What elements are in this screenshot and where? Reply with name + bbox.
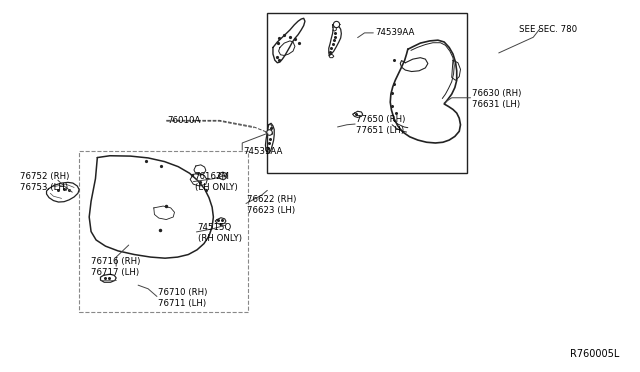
Text: 76630 (RH)
76631 (LH): 76630 (RH) 76631 (LH) <box>472 89 521 109</box>
Text: 76752 (RH)
76753 (LH): 76752 (RH) 76753 (LH) <box>20 171 70 192</box>
Text: 74515Q
(RH ONLY): 74515Q (RH ONLY) <box>198 223 242 243</box>
Bar <box>267 13 467 173</box>
Text: 74539AA: 74539AA <box>375 28 415 37</box>
Text: 76010A: 76010A <box>168 116 201 125</box>
Text: R760005L: R760005L <box>570 349 620 359</box>
Text: 76162M
(LH ONLY): 76162M (LH ONLY) <box>195 172 237 192</box>
Text: 74539AA: 74539AA <box>243 147 283 156</box>
Text: SEE SEC. 780: SEE SEC. 780 <box>520 25 577 34</box>
Text: 76710 (RH)
76711 (LH): 76710 (RH) 76711 (LH) <box>158 288 207 308</box>
Text: 77650 (RH)
77651 (LH): 77650 (RH) 77651 (LH) <box>356 115 406 135</box>
Text: 76622 (RH)
76623 (LH): 76622 (RH) 76623 (LH) <box>247 195 296 215</box>
Text: 76716 (RH)
76717 (LH): 76716 (RH) 76717 (LH) <box>91 257 140 277</box>
